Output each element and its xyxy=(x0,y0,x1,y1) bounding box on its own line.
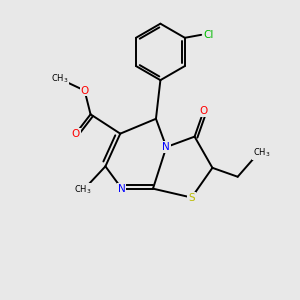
Text: CH$_3$: CH$_3$ xyxy=(253,147,270,159)
Text: S: S xyxy=(188,193,195,202)
Text: N: N xyxy=(118,184,126,194)
Text: CH$_3$: CH$_3$ xyxy=(74,184,92,197)
Text: Cl: Cl xyxy=(203,30,214,40)
Text: O: O xyxy=(200,106,208,116)
Text: O: O xyxy=(72,129,80,139)
Text: CH$_3$: CH$_3$ xyxy=(51,72,68,85)
Text: N: N xyxy=(163,142,170,152)
Text: O: O xyxy=(80,85,89,96)
